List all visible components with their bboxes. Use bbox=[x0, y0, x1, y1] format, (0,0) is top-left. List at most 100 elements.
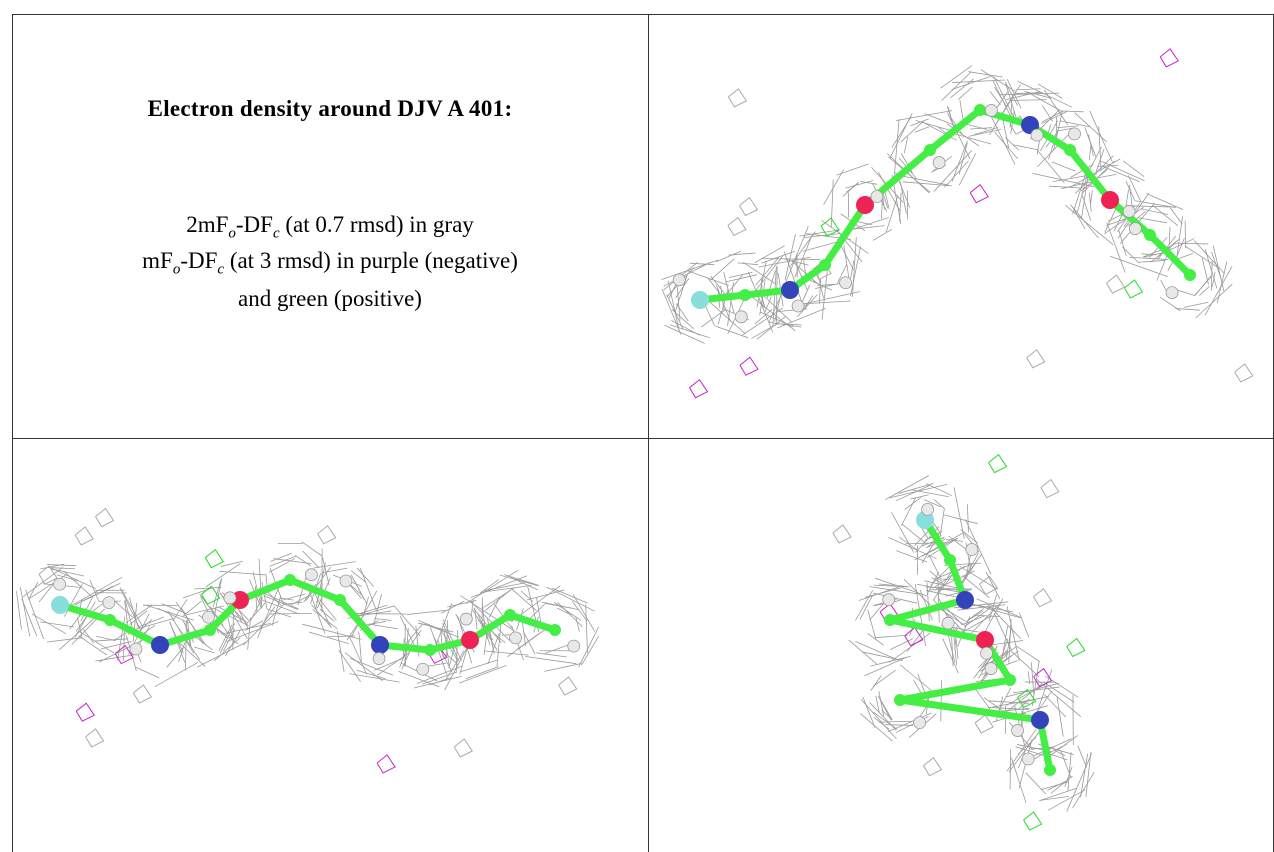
density-mesh bbox=[441, 600, 465, 614]
density-fragment bbox=[376, 754, 396, 774]
hydrogen bbox=[372, 652, 386, 665]
density-mesh bbox=[422, 671, 458, 685]
density-fragment bbox=[1033, 667, 1053, 688]
density-mesh bbox=[928, 555, 942, 580]
density-mesh bbox=[64, 583, 83, 617]
density-mesh bbox=[875, 695, 880, 714]
density-mesh bbox=[910, 494, 929, 500]
density-mesh bbox=[1039, 787, 1077, 801]
atom bbox=[151, 636, 169, 654]
density-mesh bbox=[1037, 130, 1073, 168]
density-fragment bbox=[832, 524, 852, 544]
density-mesh bbox=[946, 123, 980, 147]
density-fragment bbox=[75, 702, 95, 722]
density-mesh bbox=[663, 262, 711, 287]
density-mesh bbox=[575, 616, 580, 632]
density-mesh bbox=[994, 131, 1018, 160]
atom bbox=[819, 259, 831, 271]
density-mesh bbox=[1081, 173, 1089, 220]
density-mesh bbox=[1005, 137, 1019, 151]
atom bbox=[1064, 144, 1076, 156]
density-mesh bbox=[985, 571, 1001, 600]
density-mesh bbox=[900, 120, 925, 142]
density-mesh bbox=[898, 483, 934, 494]
density-mesh bbox=[1210, 260, 1213, 291]
density-mesh bbox=[1076, 173, 1089, 213]
density-mesh bbox=[804, 291, 860, 305]
density-fragment bbox=[558, 676, 578, 696]
density-mesh bbox=[966, 610, 984, 622]
density-mesh bbox=[1109, 255, 1168, 277]
legend-line: and green (positive) bbox=[12, 286, 648, 312]
density-mesh bbox=[194, 587, 222, 590]
density-mesh bbox=[957, 86, 973, 100]
density-mesh bbox=[350, 570, 367, 583]
density-mesh bbox=[553, 601, 582, 621]
density-mesh bbox=[220, 560, 243, 567]
density-mesh bbox=[1175, 308, 1200, 311]
density-mesh bbox=[943, 514, 978, 525]
density-mesh bbox=[850, 225, 885, 230]
density-mesh bbox=[960, 529, 978, 544]
density-mesh bbox=[910, 118, 929, 127]
density-mesh bbox=[921, 536, 945, 547]
density-mesh bbox=[309, 631, 349, 645]
legend-line: 2mFo-DFc (at 0.7 rmsd) in gray bbox=[12, 212, 648, 243]
density-mesh bbox=[986, 640, 1023, 646]
density-mesh bbox=[754, 245, 785, 264]
density-mesh bbox=[1185, 246, 1219, 268]
density-mesh bbox=[64, 571, 93, 598]
density-mesh bbox=[958, 153, 977, 186]
density-mesh bbox=[445, 653, 459, 666]
density-mesh bbox=[864, 657, 907, 677]
density-mesh bbox=[40, 621, 75, 628]
density-mesh bbox=[929, 588, 972, 591]
density-mesh bbox=[689, 262, 715, 266]
density-mesh bbox=[926, 582, 930, 622]
density-mesh bbox=[474, 607, 478, 630]
density-mesh bbox=[777, 307, 826, 329]
density-mesh bbox=[759, 280, 766, 316]
density-mesh bbox=[1072, 166, 1089, 215]
density-mesh bbox=[321, 567, 348, 574]
density-mesh bbox=[987, 603, 1022, 640]
density-mesh bbox=[998, 92, 1060, 96]
hydrogen bbox=[984, 104, 998, 117]
density-mesh bbox=[1070, 164, 1094, 178]
density-mesh bbox=[527, 602, 547, 621]
density-mesh bbox=[178, 627, 201, 661]
density-mesh bbox=[134, 618, 174, 631]
density-mesh bbox=[47, 564, 77, 567]
density-mesh bbox=[818, 279, 822, 304]
density-mesh bbox=[1036, 148, 1065, 184]
density-mesh bbox=[802, 241, 838, 252]
density-mesh bbox=[794, 234, 813, 278]
density-mesh bbox=[758, 256, 811, 268]
density-fragment bbox=[201, 585, 221, 605]
density-mesh bbox=[994, 86, 1008, 108]
density-mesh bbox=[851, 237, 857, 297]
density-mesh bbox=[895, 110, 953, 121]
density-mesh bbox=[1010, 757, 1027, 803]
density-mesh bbox=[572, 594, 596, 632]
density-mesh bbox=[951, 620, 958, 666]
density-fragment bbox=[923, 756, 943, 777]
density-mesh bbox=[755, 257, 780, 286]
density-mesh bbox=[755, 256, 783, 291]
density-mesh bbox=[282, 601, 303, 605]
density-mesh bbox=[135, 666, 160, 679]
hydrogen bbox=[921, 502, 935, 516]
density-mesh bbox=[1040, 781, 1069, 791]
density-mesh bbox=[1140, 253, 1157, 256]
density-mesh bbox=[319, 608, 335, 622]
density-mesh bbox=[213, 637, 241, 662]
density-mesh bbox=[294, 555, 312, 567]
density-mesh bbox=[301, 541, 323, 557]
density-mesh bbox=[877, 695, 892, 721]
density-mesh bbox=[899, 664, 935, 694]
density-mesh bbox=[56, 574, 79, 582]
density-mesh bbox=[197, 641, 248, 668]
density-mesh bbox=[172, 598, 188, 622]
density-mesh bbox=[925, 483, 953, 496]
